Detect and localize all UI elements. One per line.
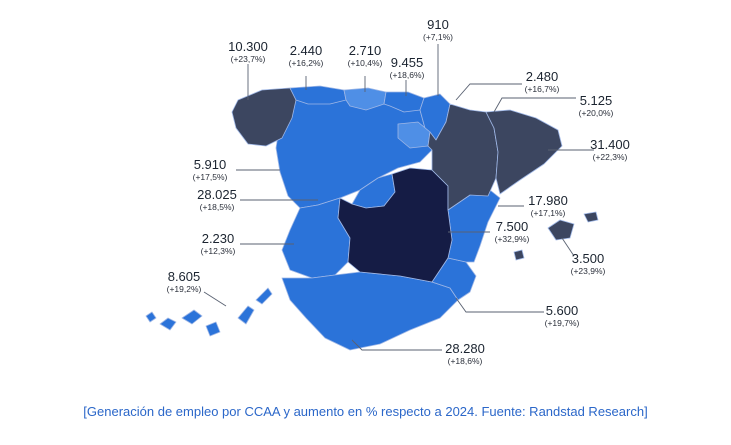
label-asturias-value: 2.440 [289, 43, 323, 58]
label-cataluna-pct: (+22,3%) [592, 152, 628, 162]
label-la-rioja: 2.480 (+16,7%) [514, 70, 570, 94]
label-castilla-la-mancha-pct: (+32,9%) [494, 234, 530, 244]
label-murcia: 5.600 (+19,7%) [534, 304, 590, 328]
spain-map [145, 44, 599, 351]
source-caption: [Generación de empleo por CCAA y aumento… [83, 404, 648, 419]
label-madrid-pct: (+18,5%) [199, 202, 235, 212]
label-extremadura-pct: (+12,3%) [200, 246, 236, 256]
region-baleares-menorca[interactable] [583, 211, 599, 223]
label-andalucia-pct: (+18,6%) [447, 356, 483, 366]
label-cantabria-value: 2.710 [348, 43, 382, 58]
label-canarias-pct: (+19,2%) [166, 284, 202, 294]
label-castilla-la-mancha: 7.500 (+32,9%) [484, 220, 540, 244]
label-valencia-pct: (+17,1%) [530, 208, 566, 218]
label-galicia-pct: (+23,7%) [230, 54, 266, 64]
label-extremadura: 2.230 (+12,3%) [190, 232, 246, 256]
label-andalucia-value: 28.280 [445, 341, 485, 356]
label-valencia: 17.980 (+17,1%) [518, 194, 578, 218]
label-pais-vasco-value: 9.455 [390, 55, 424, 70]
region-canarias-6[interactable] [255, 287, 273, 305]
label-asturias-pct: (+16,2%) [288, 58, 324, 68]
region-extremadura[interactable] [281, 197, 351, 279]
label-baleares-value: 3.500 [571, 251, 605, 266]
label-galicia-value: 10.300 [228, 39, 268, 54]
label-navarra-value: 910 [427, 17, 449, 32]
label-cataluna-value: 31.400 [590, 137, 630, 152]
region-baleares-ibiza[interactable] [513, 249, 525, 261]
label-cataluna: 31.400 (+22,3%) [580, 138, 640, 162]
label-madrid: 28.025 (+18,5%) [188, 188, 246, 212]
label-aragon: 5.125 (+20,0%) [568, 94, 624, 118]
label-baleares-pct: (+23,9%) [570, 266, 606, 276]
label-murcia-value: 5.600 [545, 303, 579, 318]
label-la-rioja-pct: (+16,7%) [524, 84, 560, 94]
region-cataluna[interactable] [485, 109, 563, 195]
label-cantabria: 2.710 (+10,4%) [338, 44, 392, 68]
label-aragon-value: 5.125 [579, 93, 613, 108]
region-canarias-4[interactable] [205, 321, 221, 337]
label-pais-vasco-pct: (+18,6%) [389, 70, 425, 80]
label-valencia-value: 17.980 [528, 193, 568, 208]
label-baleares: 3.500 (+23,9%) [560, 252, 616, 276]
region-andalucia[interactable] [281, 271, 459, 351]
label-canarias-value: 8.605 [167, 269, 201, 284]
label-castilla-leon-pct: (+17,5%) [192, 172, 228, 182]
label-madrid-value: 28.025 [197, 187, 237, 202]
label-castilla-la-mancha-value: 7.500 [495, 219, 529, 234]
region-canarias-1[interactable] [145, 311, 157, 323]
label-aragon-pct: (+20,0%) [578, 108, 614, 118]
regions [145, 85, 599, 351]
region-canarias-3[interactable] [181, 309, 203, 325]
region-canarias-5[interactable] [237, 305, 255, 325]
region-pais-vasco[interactable] [383, 91, 425, 113]
label-cantabria-pct: (+10,4%) [347, 58, 383, 68]
label-canarias: 8.605 (+19,2%) [156, 270, 212, 294]
leader-lines [203, 44, 594, 351]
region-asturias[interactable] [289, 85, 347, 105]
label-pais-vasco: 9.455 (+18,6%) [380, 56, 434, 80]
label-extremadura-value: 2.230 [201, 231, 235, 246]
label-murcia-pct: (+19,7%) [544, 318, 580, 328]
label-asturias: 2.440 (+16,2%) [280, 44, 332, 68]
label-navarra-pct: (+7,1%) [423, 32, 453, 42]
region-canarias-2[interactable] [159, 317, 177, 331]
region-baleares-mallorca[interactable] [547, 219, 575, 241]
label-andalucia: 28.280 (+18,6%) [436, 342, 494, 366]
label-castilla-leon-value: 5.910 [193, 157, 227, 172]
label-navarra: 910 (+7,1%) [414, 18, 462, 42]
region-cantabria[interactable] [343, 87, 387, 111]
label-galicia: 10.300 (+23,7%) [220, 40, 276, 64]
region-galicia[interactable] [231, 87, 297, 147]
label-castilla-leon: 5.910 (+17,5%) [182, 158, 238, 182]
label-la-rioja-value: 2.480 [525, 69, 559, 84]
